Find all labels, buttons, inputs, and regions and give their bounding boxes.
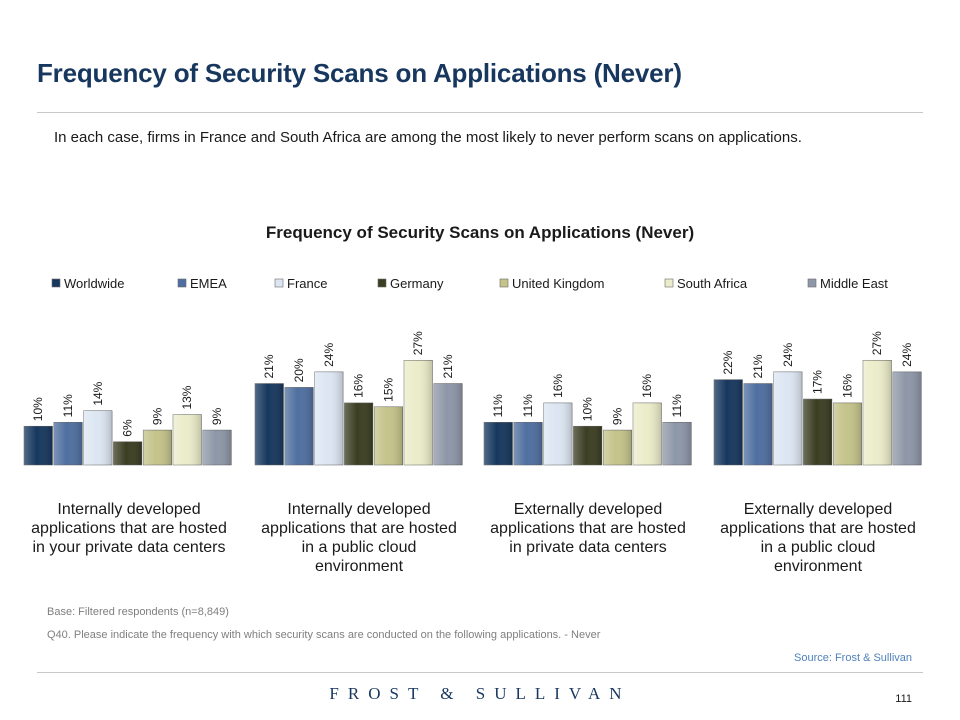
legend-swatch-south-africa (664, 278, 674, 288)
title-divider (37, 112, 923, 113)
legend-swatch-worldwide (51, 278, 61, 288)
bar-shine (773, 371, 803, 465)
bar-value-label: 15% (381, 377, 395, 401)
bar-value-label: 11% (521, 394, 535, 417)
category-label-2: Externally developed (514, 501, 663, 518)
bar-chart: Frequency of Security Scans on Applicati… (23, 223, 922, 575)
bar-value-label: 24% (900, 343, 914, 367)
bar-shine (633, 402, 662, 465)
bar-shine (344, 402, 373, 465)
bar-shine (863, 360, 892, 465)
category-label-1: applications that are hosted (261, 520, 457, 537)
bar-shine (743, 383, 773, 465)
bar-shine (143, 430, 172, 465)
bar-value-label: 27% (870, 331, 884, 355)
bar-value-label: 9% (150, 407, 164, 425)
bar-value-label: 21% (441, 354, 455, 378)
bar-value-label: 11% (491, 394, 505, 417)
bar-value-label: 11% (61, 394, 75, 417)
legend-swatch-germany (377, 278, 387, 288)
category-label-2: applications that are hosted (490, 520, 686, 537)
bar-value-label: 24% (781, 343, 795, 367)
bar-value-label: 9% (210, 407, 224, 425)
legend-swatch-united-kingdom (499, 278, 509, 288)
bar-shine (53, 422, 83, 465)
category-label-1: in a public cloud (302, 539, 417, 556)
bar-value-label: 10% (31, 397, 45, 421)
bar-shine (573, 426, 602, 465)
bar-value-label: 9% (610, 407, 624, 425)
bar-shine (892, 371, 922, 465)
bar-shine (484, 422, 513, 465)
bar-shine (404, 360, 433, 465)
bar-value-label: 27% (411, 331, 425, 355)
bar-shine (113, 441, 142, 465)
legend-label-germany: Germany (390, 276, 444, 291)
bar-value-label: 16% (352, 374, 366, 398)
bar-value-label: 16% (640, 374, 654, 398)
bar-value-label: 21% (262, 354, 276, 378)
bar-shine (173, 414, 202, 465)
bar-value-label: 13% (180, 385, 194, 409)
bar-shine (662, 422, 692, 465)
legend-label-emea: EMEA (190, 276, 227, 291)
source-note: Source: Frost & Sullivan (794, 652, 912, 664)
page-title: Frequency of Security Scans on Applicati… (37, 58, 682, 88)
bar-shine (714, 379, 743, 465)
base-note: Base: Filtered respondents (n=8,849) (47, 606, 229, 618)
category-label-0: Internally developed (57, 501, 200, 518)
bar-value-label: 21% (751, 354, 765, 378)
chart-legend: Worldwide EMEA France Germany United Kingdom… (51, 276, 888, 291)
bar-shine (433, 383, 463, 465)
brand-logo: FROST & SULLIVAN (329, 684, 631, 703)
bar-shine (374, 406, 403, 465)
category-label-1: Internally developed (287, 501, 430, 518)
chart-bars: 10% 21% 11% 22% 11% 20% 11% 21% 14% 24% 16% 24% 6% 16… (23, 331, 922, 466)
category-label-0: in your private data centers (33, 539, 226, 556)
intro-text: In each case, firms in France and South … (54, 129, 802, 146)
bar-value-label: 24% (322, 343, 336, 367)
legend-swatch-france (274, 278, 284, 288)
bar-shine (513, 422, 543, 465)
bar-shine (202, 430, 232, 465)
footer-divider (37, 672, 923, 673)
page-number: 111 (895, 693, 912, 705)
bar-value-label: 11% (670, 394, 684, 417)
bar-shine (543, 402, 573, 465)
bar-shine (83, 410, 113, 465)
bar-shine (803, 399, 832, 465)
legend-swatch-middle-east (807, 278, 817, 288)
legend-label-middle-east: Middle East (820, 276, 888, 291)
question-note: Q40. Please indicate the frequency with … (47, 629, 601, 641)
legend-label-worldwide: Worldwide (64, 276, 124, 291)
category-label-3: applications that are hosted (720, 520, 916, 537)
bar-value-label: 16% (840, 374, 854, 398)
bar-value-label: 6% (121, 419, 135, 437)
bar-shine (284, 387, 314, 465)
category-label-1: environment (315, 558, 404, 575)
category-label-3: Externally developed (744, 501, 893, 518)
bar-value-label: 16% (551, 374, 565, 398)
bar-shine (603, 430, 632, 465)
legend-label-united-kingdom: United Kingdom (512, 276, 605, 291)
category-label-3: in a public cloud (761, 539, 876, 556)
legend-label-south-africa: South Africa (677, 276, 748, 291)
bar-value-label: 10% (581, 397, 595, 421)
category-labels: Internally developed applications that ar… (31, 501, 916, 575)
bar-value-label: 20% (292, 358, 306, 382)
bar-value-label: 14% (91, 381, 105, 405)
bar-shine (833, 402, 862, 465)
legend-label-france: France (287, 276, 327, 291)
bar-shine (255, 383, 284, 465)
category-label-2: in private data centers (509, 539, 666, 556)
legend-swatch-emea (177, 278, 187, 288)
bar-shine (314, 371, 344, 465)
bar-value-label: 22% (721, 350, 735, 374)
chart-title: Frequency of Security Scans on Applicati… (266, 223, 694, 242)
bar-shine (24, 426, 53, 465)
category-label-3: environment (774, 558, 863, 575)
bar-value-label: 17% (811, 370, 825, 394)
category-label-0: applications that are hosted (31, 520, 227, 537)
